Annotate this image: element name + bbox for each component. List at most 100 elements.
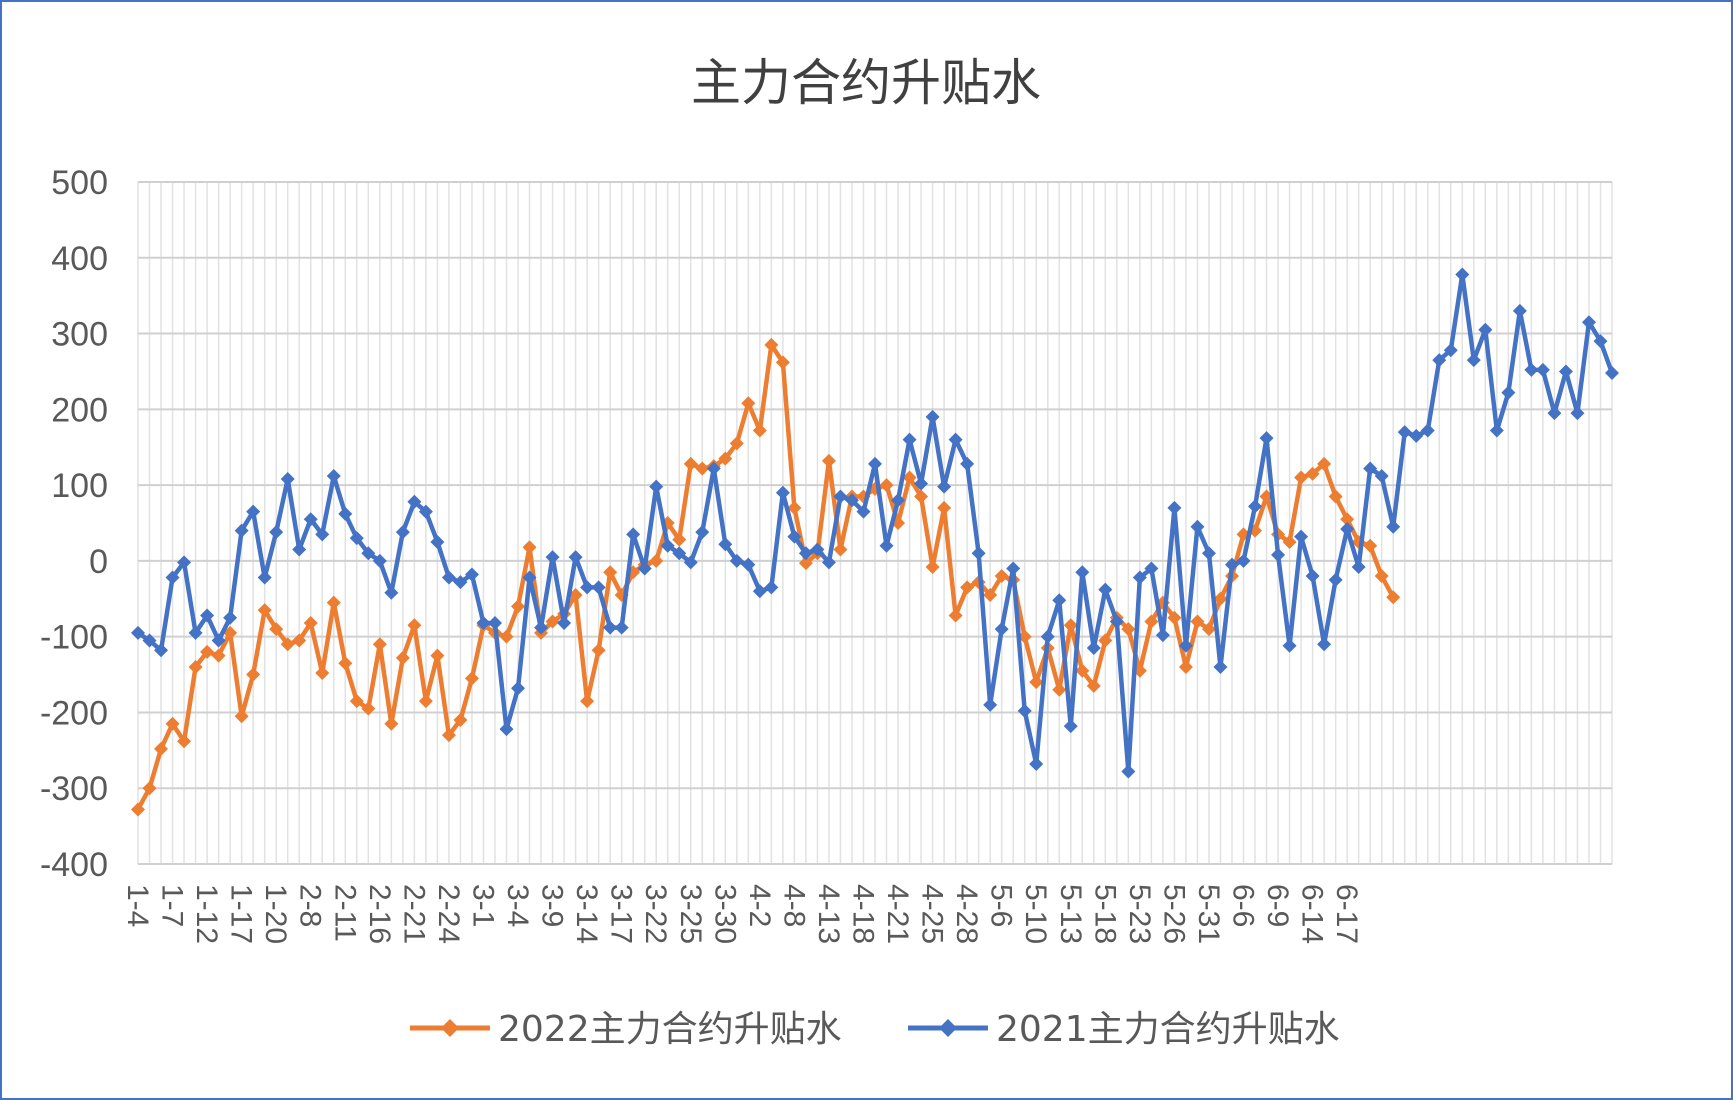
data-point	[407, 618, 422, 633]
data-point	[1271, 547, 1286, 562]
data-point	[1558, 364, 1573, 379]
data-point	[1213, 659, 1228, 674]
data-point	[292, 542, 307, 557]
data-point	[131, 802, 145, 817]
data-point	[718, 451, 733, 466]
data-point	[372, 637, 387, 652]
x-tick-label: 2-11	[328, 884, 361, 942]
x-tick-label: 4-8	[777, 884, 810, 927]
data-point	[1144, 561, 1159, 576]
data-point	[994, 622, 1009, 637]
data-point	[441, 728, 456, 743]
data-point	[1535, 362, 1550, 377]
data-point	[430, 534, 445, 549]
x-tick-label: 3-17	[605, 884, 638, 944]
chart-title: 主力合约升贴水	[691, 54, 1041, 112]
data-point	[1294, 470, 1309, 485]
data-point	[338, 506, 353, 521]
data-point	[787, 500, 802, 515]
y-tick-label: 500	[51, 164, 108, 202]
data-point	[764, 580, 779, 595]
data-point	[177, 555, 192, 570]
data-point	[1167, 500, 1182, 515]
data-point	[464, 567, 479, 582]
data-point	[407, 494, 422, 509]
data-point	[775, 485, 790, 500]
data-point	[200, 644, 215, 659]
data-point	[695, 461, 710, 476]
data-point	[1098, 582, 1113, 597]
data-point	[280, 637, 295, 652]
x-tick-label: 3-22	[639, 884, 672, 944]
data-point	[948, 608, 963, 623]
data-point	[683, 456, 698, 471]
data-point	[211, 633, 226, 648]
data-point	[269, 622, 284, 637]
data-point	[511, 681, 526, 696]
data-point	[1201, 546, 1216, 561]
data-point	[1213, 591, 1228, 606]
x-tick-label: 5-6	[985, 884, 1018, 927]
data-point	[441, 570, 456, 585]
data-point	[292, 633, 307, 648]
data-point	[1328, 489, 1343, 504]
data-point	[1029, 756, 1044, 771]
data-point	[626, 527, 641, 542]
data-point	[1397, 425, 1412, 440]
data-point	[1282, 638, 1297, 653]
data-point	[1075, 663, 1090, 678]
data-point	[361, 701, 376, 716]
data-point	[315, 527, 330, 542]
data-point	[269, 525, 284, 540]
data-point	[1581, 315, 1596, 330]
data-point	[960, 580, 975, 595]
data-point	[1098, 633, 1113, 648]
y-tick-label: 200	[51, 391, 108, 429]
data-point	[1305, 466, 1320, 481]
x-tick-label: 5-26	[1157, 884, 1190, 944]
data-point	[545, 550, 560, 565]
data-point	[1063, 719, 1078, 734]
x-tick-label: 3-25	[674, 884, 707, 944]
data-point	[603, 620, 618, 635]
data-point	[603, 565, 618, 580]
x-tick-label: 6-9	[1261, 884, 1294, 927]
data-point	[937, 479, 952, 494]
data-point	[741, 557, 756, 572]
data-point	[879, 478, 894, 493]
data-point	[453, 713, 468, 728]
data-point	[1236, 553, 1251, 568]
data-point	[1386, 590, 1401, 605]
data-point	[246, 504, 261, 519]
data-point	[1317, 456, 1332, 471]
data-point	[580, 580, 595, 595]
data-point	[1374, 469, 1389, 484]
data-point	[361, 546, 376, 561]
data-point	[1121, 764, 1136, 779]
data-point	[810, 542, 825, 557]
x-tick-label: 6-6	[1227, 884, 1260, 927]
data-point	[983, 587, 998, 602]
data-point	[303, 512, 318, 527]
data-point	[257, 603, 272, 618]
data-point	[234, 709, 249, 724]
data-point	[798, 546, 813, 561]
data-point	[349, 531, 364, 546]
x-tick-label: 4-25	[916, 884, 949, 944]
data-point	[1489, 423, 1504, 438]
data-point	[487, 616, 502, 631]
data-point	[1282, 534, 1297, 549]
data-point	[983, 697, 998, 712]
data-point	[1063, 618, 1078, 633]
x-tick-label: 5-13	[1054, 884, 1087, 944]
data-point	[1386, 519, 1401, 534]
data-point	[994, 569, 1009, 584]
data-point	[821, 555, 836, 570]
data-point	[1374, 569, 1389, 584]
data-point	[902, 470, 917, 485]
data-point	[660, 538, 675, 553]
x-tick-label: 1-17	[225, 884, 258, 944]
data-point	[1086, 678, 1101, 693]
data-point	[534, 620, 549, 635]
